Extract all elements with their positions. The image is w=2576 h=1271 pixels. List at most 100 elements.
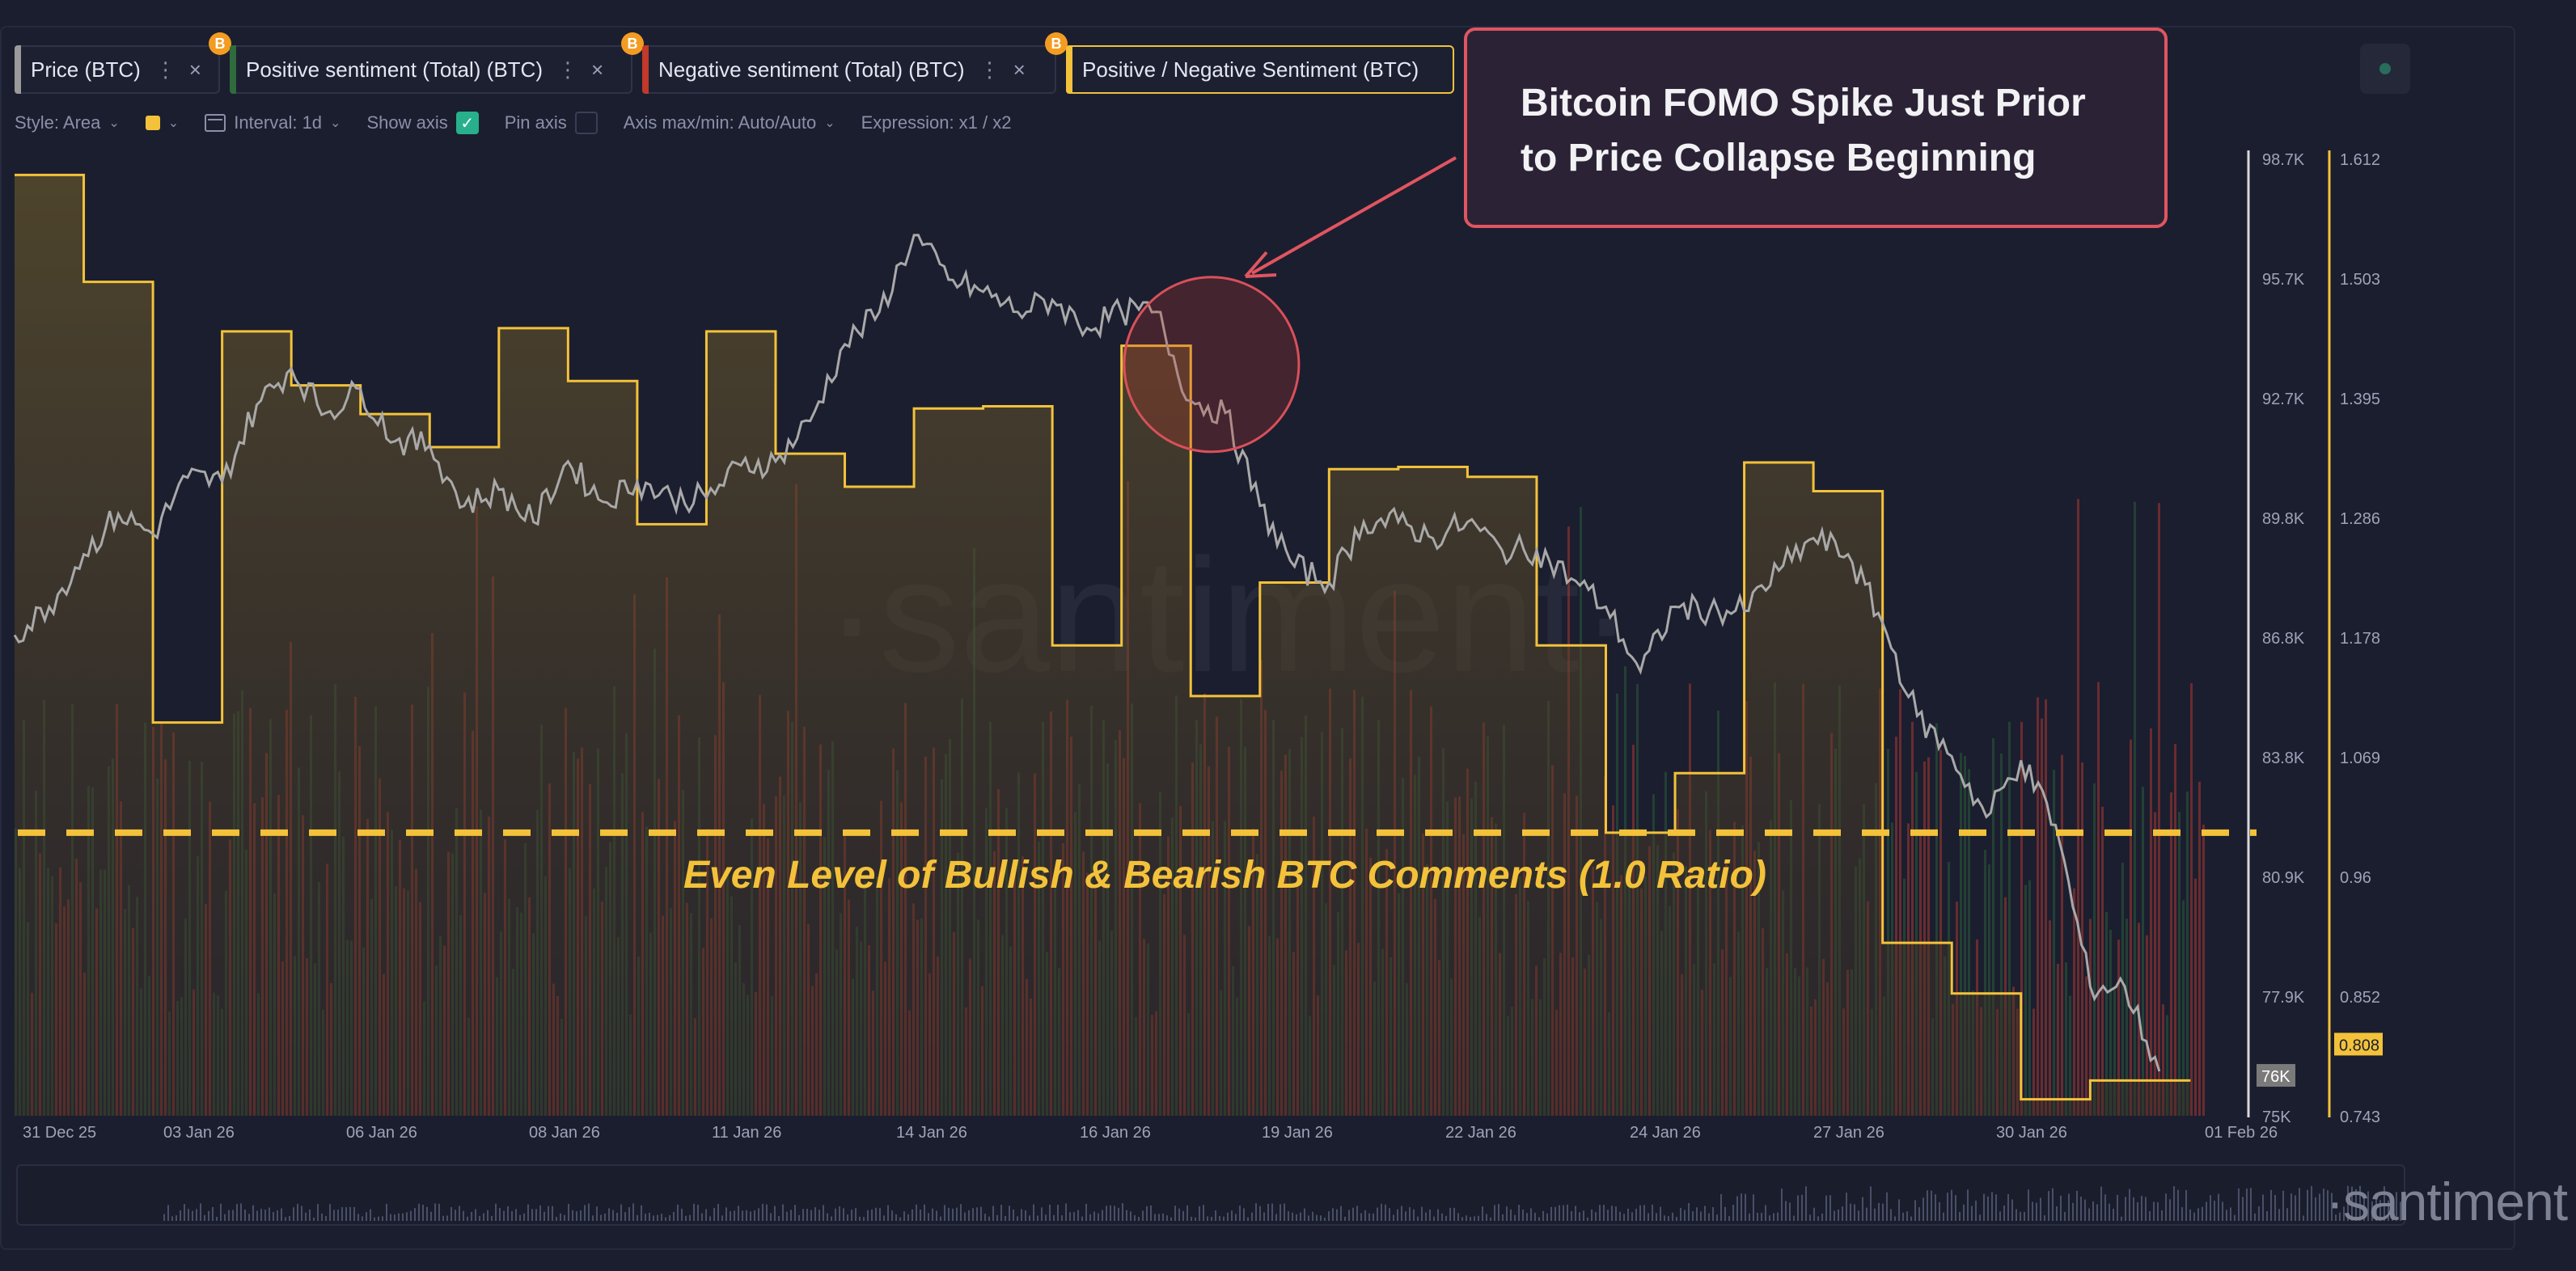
positive-sentiment-bar: [2069, 995, 2071, 1116]
menu-dots-icon[interactable]: ⋮: [979, 57, 1000, 82]
ratio-current-badge: [2334, 1032, 2383, 1056]
positive-sentiment-bar: [1988, 864, 1990, 1116]
navigator-bar: [1259, 1206, 1261, 1221]
positive-sentiment-bar: [2028, 880, 2031, 1116]
axis-minmax-selector[interactable]: Axis max/min: Auto/Auto ⌄: [624, 112, 835, 133]
navigator-bar: [2258, 1206, 2260, 1221]
navigator-sparkline: [163, 1185, 2401, 1221]
navigator-bar: [1280, 1204, 1281, 1221]
navigator-bar: [1583, 1210, 1584, 1221]
axes: 98.7K 95.7K 92.7K 89.8K 86.8K 83.8K 80.9K 77.9K…: [23, 150, 2383, 1142]
navigator-bar: [2096, 1204, 2098, 1221]
navigator-bar: [309, 1209, 311, 1221]
negative-sentiment-bar: [2037, 697, 2039, 1116]
style-selector[interactable]: Style: Area ⌄: [15, 112, 120, 133]
tab-price[interactable]: Price (BTC) ⋮ × B: [15, 32, 231, 94]
navigator-bar: [1106, 1206, 1107, 1221]
navigator-bar: [1089, 1214, 1091, 1221]
navigator-bar: [766, 1204, 768, 1221]
navigator-bar: [378, 1216, 379, 1221]
annotations: Even Level of Bullish & Bearish BTC Comm…: [18, 156, 2257, 897]
navigator-bar: [1627, 1208, 1629, 1221]
navigator-bar: [600, 1214, 602, 1221]
navigator-bar: [269, 1207, 270, 1221]
navigator-bar: [1753, 1194, 1754, 1221]
navigator-bar: [2299, 1188, 2300, 1221]
navigator-bar: [2262, 1194, 2264, 1221]
navigator-bar: [1947, 1193, 1948, 1221]
navigator-bar: [701, 1213, 703, 1221]
tab-negative-sentiment[interactable]: Negative sentiment (Total) (BTC) ⋮ × B: [642, 32, 1068, 94]
settings-button[interactable]: [2360, 44, 2410, 94]
navigator-bar: [2007, 1193, 2009, 1221]
ratio-axis-tick: 1.612: [2340, 151, 2380, 169]
navigator-bar: [903, 1211, 905, 1221]
navigator-bar: [491, 1215, 493, 1221]
expression-field[interactable]: Expression: x1 / x2: [861, 112, 1012, 133]
navigator-bar: [204, 1214, 205, 1221]
positive-sentiment-bar: [2166, 1015, 2168, 1116]
close-icon[interactable]: ×: [590, 57, 604, 82]
checkbox-empty-icon[interactable]: [574, 112, 598, 134]
menu-dots-icon[interactable]: ⋮: [556, 57, 578, 82]
time-navigator[interactable]: [16, 1164, 2405, 1226]
menu-dots-icon[interactable]: ⋮: [154, 57, 176, 82]
navigator-bar: [414, 1208, 416, 1221]
navigator-bar: [1563, 1205, 1564, 1221]
positive-sentiment-bar: [2182, 900, 2185, 1116]
navigator-bar: [366, 1212, 367, 1221]
tab-positive-sentiment[interactable]: Positive sentiment (Total) (BTC) ⋮ × B: [230, 32, 644, 94]
navigator-bar: [2363, 1195, 2365, 1221]
color-selector[interactable]: ⌄: [145, 115, 179, 131]
checkbox-checked-icon[interactable]: ✓: [455, 112, 479, 134]
navigator-bar: [1514, 1214, 1516, 1221]
negative-sentiment-bar: [2032, 1008, 2035, 1116]
navigator-bar: [1033, 1204, 1034, 1221]
navigator-bar: [2218, 1193, 2219, 1221]
negative-sentiment-bar: [2198, 781, 2201, 1116]
navigator-bar: [1381, 1203, 1382, 1221]
navigator-bar: [831, 1216, 832, 1221]
negative-sentiment-bar: [2041, 718, 2043, 1116]
navigator-bar: [1850, 1203, 1851, 1221]
navigator-bar: [1999, 1211, 2001, 1221]
positive-sentiment-bar: [2105, 911, 2108, 1116]
navigator-bar: [370, 1209, 371, 1221]
negative-sentiment-bar: [2057, 964, 2059, 1116]
close-icon[interactable]: ×: [1013, 57, 1026, 82]
navigator-bar: [2157, 1201, 2159, 1221]
interval-selector[interactable]: Interval: 1d ⌄: [205, 112, 341, 133]
navigator-bar: [1437, 1209, 1439, 1221]
negative-sentiment-bar: [2170, 792, 2172, 1116]
navigator-bar: [1029, 1215, 1030, 1221]
close-icon[interactable]: ×: [188, 57, 201, 82]
navigator-bar: [620, 1204, 622, 1221]
navigator-bar: [1417, 1216, 1419, 1221]
navigator-bar: [515, 1209, 517, 1221]
color-swatch: [145, 116, 160, 130]
negative-sentiment-bar: [2045, 699, 2047, 1116]
navigator-bar: [859, 1216, 861, 1221]
navigator-bar: [2315, 1197, 2316, 1221]
navigator-bar: [1069, 1212, 1071, 1221]
navigator-bar: [685, 1215, 687, 1221]
navigator-bar: [289, 1215, 290, 1221]
navigator-bar: [1967, 1189, 1969, 1221]
bitcoin-icon: B: [621, 32, 644, 55]
navigator-bar: [2331, 1193, 2333, 1221]
ratio-axis-tick: 1.069: [2340, 750, 2380, 767]
navigator-bar: [758, 1208, 759, 1221]
pin-axis-toggle[interactable]: Pin axis: [505, 112, 598, 134]
navigator-bar: [1102, 1210, 1103, 1221]
tab-ratio[interactable]: Positive / Negative Sentiment (BTC): [1066, 45, 1454, 94]
navigator-bar: [1664, 1215, 1665, 1221]
negative-sentiment-bar: [1927, 757, 1930, 1116]
navigator-bar: [1502, 1214, 1504, 1221]
navigator-bar: [523, 1213, 525, 1221]
show-axis-toggle[interactable]: Show axis ✓: [366, 112, 479, 134]
navigator-bar: [1118, 1207, 1119, 1221]
navigator-bar: [273, 1212, 274, 1221]
navigator-bar: [285, 1217, 286, 1221]
navigator-bar: [2347, 1185, 2349, 1221]
navigator-bar: [1906, 1211, 1908, 1221]
